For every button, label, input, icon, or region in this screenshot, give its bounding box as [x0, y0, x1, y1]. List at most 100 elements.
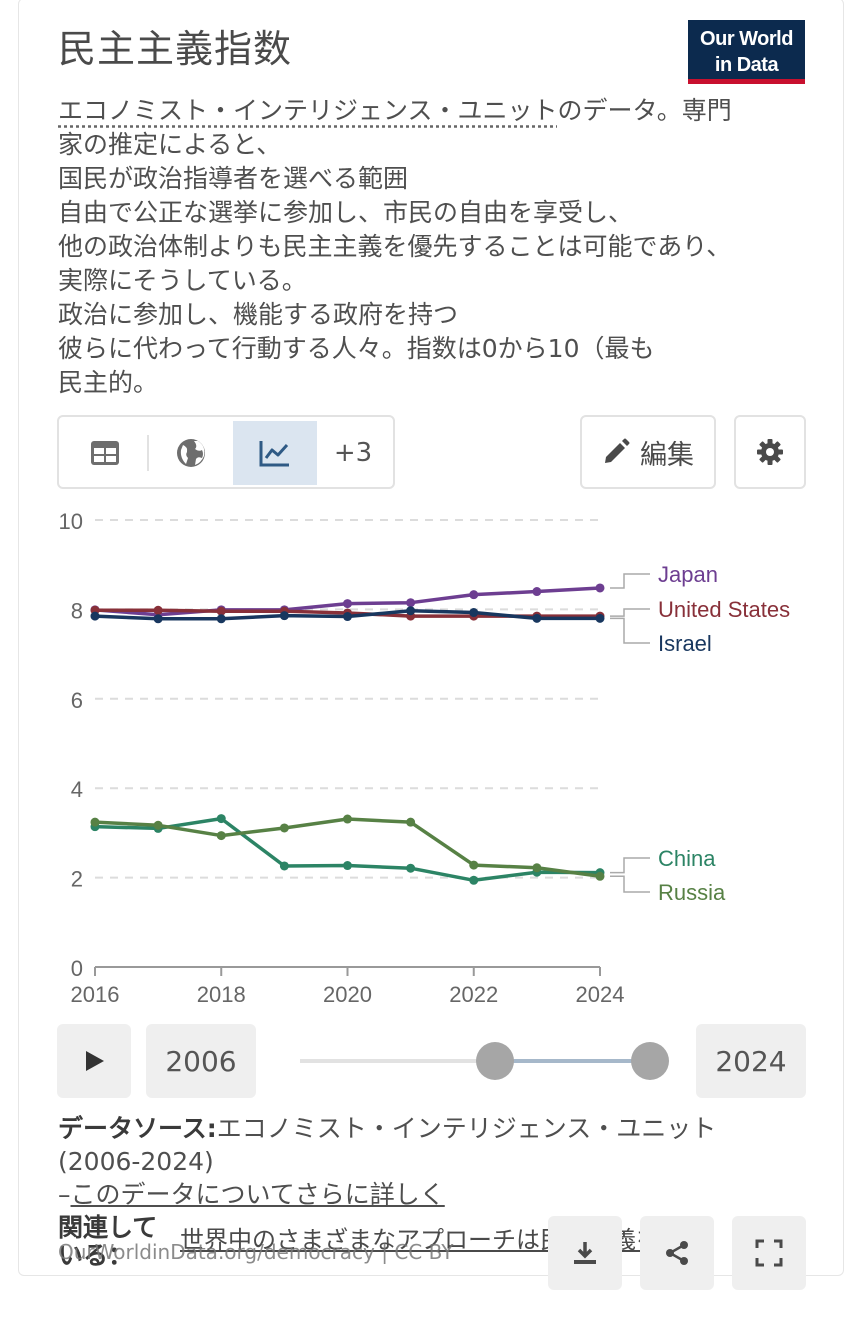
owid-logo[interactable]: Our World in Data [688, 20, 805, 84]
data-point [279, 861, 289, 871]
data-point [279, 611, 289, 621]
label-connector [610, 617, 650, 644]
tab-table[interactable] [63, 421, 147, 485]
settings-button[interactable] [734, 415, 806, 489]
label-connector [610, 857, 650, 874]
label-connector [610, 573, 650, 589]
start-year-box[interactable]: 2006 [146, 1024, 256, 1098]
view-tabs: +3 [57, 415, 395, 489]
end-year-box[interactable]: 2024 [696, 1024, 806, 1098]
data-point [406, 598, 416, 608]
more-tabs-label: +3 [333, 438, 373, 468]
subtitle-line: 実際にそうしている。 [58, 266, 307, 295]
learn-more-link[interactable]: このデータについてさらに詳しく [70, 1180, 445, 1209]
data-point [469, 590, 479, 600]
pencil-icon [605, 438, 630, 463]
download-button[interactable] [548, 1216, 622, 1290]
data-point [469, 860, 479, 870]
data-point [90, 817, 100, 827]
data-point [406, 817, 416, 827]
timeline: 2006 2024 [0, 1022, 864, 1100]
subtitle-line: 自由で公正な選挙に参加し、市民の自由を享受し、 [58, 198, 634, 227]
data-point [595, 871, 605, 881]
subtitle-line: 家の推定によると、 [58, 130, 282, 159]
edit-button[interactable]: 編集 [580, 415, 716, 489]
data-point [343, 814, 352, 824]
data-point [469, 875, 479, 885]
end-handle[interactable] [631, 1042, 669, 1080]
source-name: エコノミスト・インテリジェンス・ユニット [216, 1114, 717, 1143]
chart-subtitle: エコノミスト・インテリジェンス・ユニットのデータ。専門 家の推定によると、 国民… [58, 94, 810, 400]
data-point [216, 814, 226, 824]
data-point [153, 605, 163, 615]
series-label: Japan [658, 562, 718, 587]
data-point [532, 587, 542, 597]
series-label: United States [658, 597, 790, 622]
data-point [153, 614, 163, 624]
share-button[interactable] [640, 1216, 714, 1290]
timeline-track[interactable] [300, 1059, 650, 1063]
series-label: Russia [658, 880, 726, 905]
series-label: China [658, 846, 716, 871]
data-point [279, 823, 289, 833]
x-tick-label: 2020 [323, 982, 372, 1007]
series-label: Israel [658, 631, 712, 656]
data-point [595, 583, 605, 593]
gear-icon [757, 439, 783, 465]
table-icon [91, 441, 119, 465]
subtitle-line: 政治に参加し、機能する政府を持つ [58, 300, 459, 329]
subtitle-line: 彼らに代わって行動する人々。指数は0から10（最も [58, 334, 655, 363]
edit-label: 編集 [640, 439, 694, 471]
related-label: 関連している： [58, 1213, 158, 1270]
x-tick-label: 2022 [449, 982, 498, 1007]
footer-url[interactable]: OurWorldinData.org/democracy | CC BY [58, 1240, 454, 1264]
timeline-selected-range [495, 1059, 650, 1063]
source-dash: – [58, 1180, 71, 1209]
y-tick-label: 2 [71, 867, 83, 892]
line-chart-icon [259, 441, 289, 467]
page-title: 民主主義指数 [58, 27, 293, 71]
x-tick-label: 2016 [71, 982, 120, 1007]
subtitle-line-1: エコノミスト・インテリジェンス・ユニットのデータ。専門 [58, 94, 810, 128]
y-tick-label: 6 [71, 688, 83, 713]
logo-line2: in Data [714, 54, 779, 76]
x-tick-label: 2024 [576, 982, 625, 1007]
y-tick-label: 4 [71, 777, 83, 802]
logo-line1: Our World [700, 28, 793, 50]
tab-chart[interactable] [233, 421, 317, 485]
data-point [343, 861, 352, 871]
data-point [532, 863, 542, 873]
data-point [406, 606, 416, 616]
source-label: データソース: [58, 1114, 217, 1143]
data-point [90, 611, 100, 621]
globe-icon [177, 439, 205, 467]
subtitle-text: のデータ。専門 [557, 96, 732, 125]
x-tick-label: 2018 [197, 982, 246, 1007]
data-point [216, 831, 226, 841]
tab-map[interactable] [149, 421, 233, 485]
label-connector [610, 608, 650, 617]
tab-more[interactable]: +3 [311, 421, 395, 485]
data-point [343, 599, 352, 609]
data-source: データソース:エコノミスト・インテリジェンス・ユニット (2006-2024) … [58, 1112, 818, 1211]
tab-divider [147, 435, 149, 471]
play-button[interactable] [57, 1024, 131, 1098]
subtitle-line: 民主的。 [58, 368, 159, 397]
share-icon [666, 1241, 688, 1265]
data-point [532, 613, 542, 623]
footer: 関連している： 世界中のさまざまなアプローチは民主主義を… OurWorldin… [0, 1213, 864, 1290]
play-icon [86, 1051, 104, 1071]
source-link[interactable]: エコノミスト・インテリジェンス・ユニット [58, 96, 558, 125]
y-tick-label: 0 [71, 956, 83, 981]
line-chart: 0 2 4 6 8 10 2016 2018 2020 2022 2024 Japan United S… [59, 509, 791, 1007]
source-years: (2006-2024) [58, 1147, 214, 1176]
start-year: 2006 [165, 1044, 237, 1078]
data-point [216, 606, 226, 616]
subtitle-line: 国民が政治指導者を選べる範囲 [58, 164, 409, 193]
end-year: 2024 [715, 1044, 787, 1078]
data-point [343, 612, 352, 622]
data-point [216, 614, 226, 624]
data-point [469, 608, 479, 618]
start-handle[interactable] [476, 1042, 514, 1080]
fullscreen-button[interactable] [732, 1216, 806, 1290]
